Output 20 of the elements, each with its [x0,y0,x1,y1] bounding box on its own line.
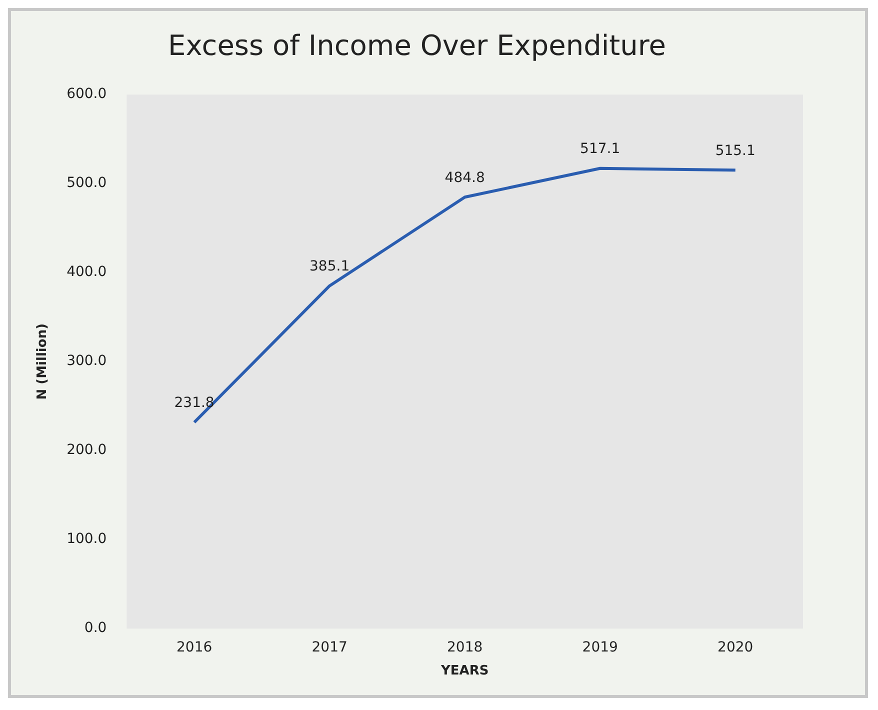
data-label: 515.1 [715,142,756,159]
x-tick-label: 2016 [176,640,212,656]
x-tick-label: 2018 [447,640,483,656]
data-label: 231.8 [174,394,214,411]
chart-title: Excess of Income Over Expenditure [168,29,666,62]
y-tick-label: 0.0 [84,620,107,636]
x-axis-title: YEARS [440,664,489,679]
x-tick-label: 2017 [312,640,348,656]
data-label: 484.8 [444,170,485,186]
data-label: 517.1 [580,141,620,158]
x-tick-label: 2020 [718,640,754,656]
y-tick-label: 200.0 [66,442,107,458]
y-tick-label: 500.0 [66,175,107,192]
y-tick-label: 400.0 [66,264,107,280]
data-label: 385.1 [310,258,350,274]
y-tick-label: 600.0 [66,86,107,102]
y-tick-label: 100.0 [66,531,107,548]
x-tick-label: 2019 [582,640,618,656]
y-tick-label: 300.0 [66,353,107,370]
y-axis-title: N (Million) [35,323,50,400]
